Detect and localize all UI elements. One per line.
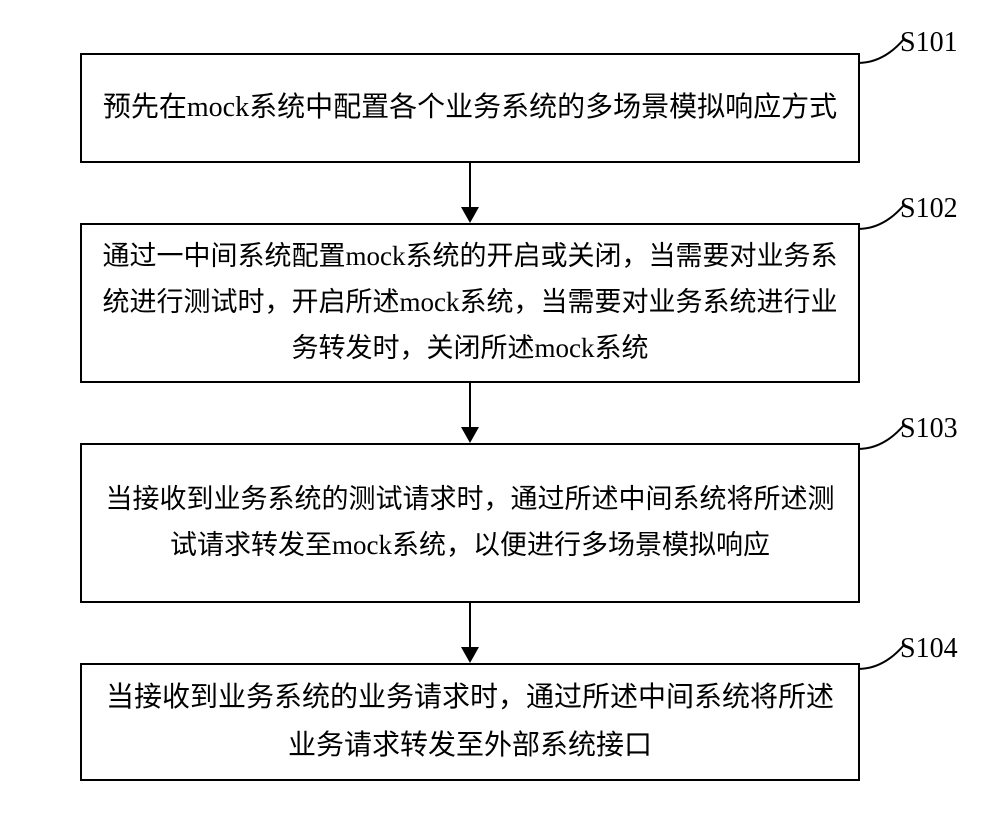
arrow-head-icon (461, 427, 479, 443)
label-connector-curve (856, 203, 906, 231)
flow-arrow-1 (461, 163, 479, 223)
step-text: 当接收到业务系统的业务请求时，通过所述中间系统将所述业务请求转发至外部系统接口 (102, 674, 838, 769)
arrow-head-icon (461, 207, 479, 223)
step-label-s103: S103 (900, 413, 958, 445)
flowchart-diagram: 预先在mock系统中配置各个业务系统的多场景模拟响应方式S101通过一中间系统配… (50, 25, 950, 805)
step-box-2: 通过一中间系统配置mock系统的开启或关闭，当需要对业务系统进行测试时，开启所述… (80, 223, 860, 383)
arrow-line (469, 603, 471, 647)
step-label-s102: S102 (900, 193, 958, 225)
label-connector-curve (856, 37, 906, 65)
arrow-line (469, 163, 471, 207)
arrow-line (469, 383, 471, 427)
arrow-head-icon (461, 647, 479, 663)
step-box-3: 当接收到业务系统的测试请求时，通过所述中间系统将所述测试请求转发至mock系统，… (80, 443, 860, 603)
step-label-s104: S104 (900, 633, 958, 665)
step-box-4: 当接收到业务系统的业务请求时，通过所述中间系统将所述业务请求转发至外部系统接口 (80, 663, 860, 781)
label-connector-curve (856, 643, 906, 671)
step-box-1: 预先在mock系统中配置各个业务系统的多场景模拟响应方式 (80, 53, 860, 163)
step-text: 通过一中间系统配置mock系统的开启或关闭，当需要对业务系统进行测试时，开启所述… (102, 234, 838, 372)
step-text: 当接收到业务系统的测试请求时，通过所述中间系统将所述测试请求转发至mock系统，… (102, 477, 838, 569)
label-connector-curve (856, 423, 906, 451)
flow-arrow-3 (461, 603, 479, 663)
flow-arrow-2 (461, 383, 479, 443)
step-label-s101: S101 (900, 27, 958, 59)
step-text: 预先在mock系统中配置各个业务系统的多场景模拟响应方式 (103, 84, 837, 132)
